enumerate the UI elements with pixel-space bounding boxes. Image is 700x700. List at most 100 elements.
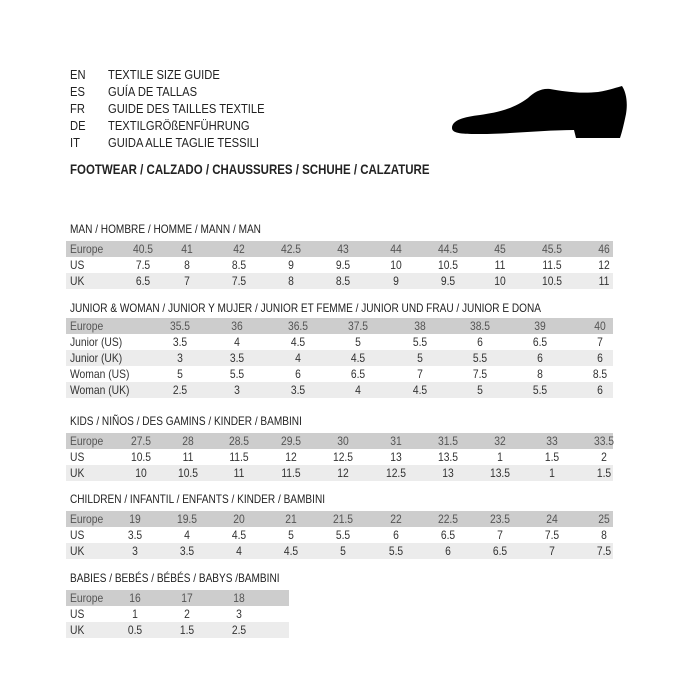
lang-code: ES	[70, 84, 85, 99]
size-cell: 3	[132, 544, 138, 558]
section-title: BABIES / BEBÉS / BÉBÉS / BABYS /BAMBINI	[70, 571, 280, 585]
size-cell: 4.5	[283, 544, 299, 558]
size-cell: 11.5	[281, 466, 301, 480]
size-cell: 2	[601, 450, 607, 464]
row-label: Europe	[70, 512, 104, 526]
row-label: Woman (UK)	[70, 383, 130, 397]
shoe-silhouette-icon	[452, 86, 627, 138]
size-cell: 4	[355, 383, 361, 397]
size-cell: 7	[417, 367, 423, 381]
table-row: Europe 27.5 28 28.5 29.5 30 31 31.5 32 33 33.5	[66, 433, 614, 449]
size-cell: 4.5	[231, 528, 247, 542]
table-row: Europe 16 17 18	[66, 590, 289, 606]
size-cell: 12	[337, 466, 349, 480]
size-cell: 5.5	[335, 528, 351, 542]
row-label: Junior (US)	[70, 335, 123, 349]
size-cell: 17	[181, 591, 193, 605]
size-cell: 13.5	[437, 450, 459, 464]
size-cell: 4	[184, 528, 190, 542]
size-cell: 10.5	[437, 258, 459, 272]
guide-title: GUIDA ALLE TAGLIE TESSILI	[108, 135, 260, 150]
table-row: UK 0.5 1.5 2.5	[66, 622, 289, 638]
table-row: US 7.5 8 8.5 9 9.5 10 10.5 11 11.5 12	[66, 257, 613, 273]
size-cell: 5	[340, 544, 346, 558]
section-title: JUNIOR & WOMAN / JUNIOR Y MUJER / JUNIOR…	[70, 301, 541, 315]
row-label: UK	[70, 274, 85, 288]
size-cell: 3.5	[127, 528, 143, 542]
size-cell: 11.5	[229, 450, 249, 464]
size-cell: 1.5	[179, 623, 195, 637]
size-cell: 7	[497, 528, 503, 542]
size-cell: 1	[549, 466, 555, 480]
size-cell: 2.5	[172, 383, 188, 397]
size-cell: 38.5	[469, 319, 491, 333]
section-title: MAN / HOMBRE / HOMME / MANN / MAN	[70, 222, 261, 236]
size-cell: 30	[337, 434, 349, 448]
lang-code: IT	[70, 135, 80, 150]
size-cell: 9.5	[335, 258, 351, 272]
table-row: Europe 40.5 41 42 42.5 43 44 44.5 45 45.5 46	[66, 241, 613, 257]
table-row: UK 6.5 7 7.5 8 8.5 9 9.5 10 10.5 11	[66, 273, 613, 289]
size-cell: 6.5	[350, 367, 366, 381]
lang-code: FR	[70, 101, 85, 116]
size-cell: 6.5	[532, 335, 548, 349]
size-cell: 25	[598, 512, 610, 526]
size-cell: 10.5	[130, 450, 152, 464]
size-cell: 4	[295, 351, 301, 365]
table-row: UK 3 3.5 4 4.5 5 5.5 6 6.5 7 7.5	[66, 543, 613, 559]
size-cell: 7.5	[596, 544, 612, 558]
size-cell: 6	[445, 544, 451, 558]
size-cell: 38	[414, 319, 426, 333]
size-table: Europe 27.5 28 28.5 29.5 30 31 31.5 32 33 33.5 US 10…	[66, 433, 614, 481]
size-cell: 6	[393, 528, 399, 542]
size-cell: 35.5	[169, 319, 191, 333]
size-cell: 5	[177, 367, 183, 381]
size-cell: 10.5	[541, 274, 563, 288]
table-row: US 10.5 11 11.5 12 12.5 13 13.5 1 1.5 2	[66, 449, 613, 465]
row-label: Woman (US)	[70, 367, 130, 381]
size-cell: 5.5	[472, 351, 488, 365]
table-row: US 3.5 4 4.5 5 5.5 6 6.5 7 7.5 8	[66, 527, 613, 543]
size-cell: 5	[355, 335, 361, 349]
table-row: Junior (UK) 3 3.5 4 4.5 5 5.5 6 6	[66, 350, 613, 366]
size-cell: 44.5	[437, 242, 459, 256]
size-cell: 7.5	[544, 528, 560, 542]
size-cell: 10	[390, 258, 402, 272]
size-cell: 22.5	[437, 512, 459, 526]
size-cell: 28.5	[228, 434, 250, 448]
size-cell: 5	[288, 528, 294, 542]
size-cell: 6.5	[492, 544, 508, 558]
size-cell: 43	[337, 242, 349, 256]
row-label: Europe	[70, 319, 104, 333]
guide-title: GUIDE DES TAILLES TEXTILE	[108, 101, 265, 116]
size-cell: 8.5	[592, 367, 608, 381]
row-label: Europe	[70, 242, 104, 256]
row-label: UK	[70, 466, 85, 480]
size-cell: 10	[494, 274, 506, 288]
size-cell: 9	[288, 258, 294, 272]
table-row: Europe 35.5 36 36.5 37.5 38 38.5 39 40	[66, 318, 613, 334]
size-cell: 6.5	[135, 274, 151, 288]
size-table: Europe 35.5 36 36.5 37.5 38 38.5 39 40 Junior (US…	[66, 318, 613, 398]
size-cell: 3	[177, 351, 183, 365]
size-cell: 11	[494, 258, 506, 272]
size-cell: 6	[537, 351, 543, 365]
section-title: CHILDREN / INFANTIL / ENFANTS / KINDER /…	[70, 492, 326, 506]
row-label: UK	[70, 623, 85, 637]
size-cell: 5.5	[388, 544, 404, 558]
size-cell: 39	[534, 319, 546, 333]
size-cell: 1.5	[596, 466, 612, 480]
size-cell: 4.5	[290, 335, 306, 349]
row-label: UK	[70, 544, 85, 558]
size-cell: 4.5	[412, 383, 428, 397]
size-cell: 19	[129, 512, 141, 526]
size-cell: 10.5	[177, 466, 199, 480]
size-cell: 9.5	[440, 274, 456, 288]
size-cell: 8	[288, 274, 294, 288]
size-cell: 4	[234, 335, 240, 349]
size-cell: 13	[390, 450, 402, 464]
table-row: Europe 19 19.5 20 21 21.5 22 22.5 23.5 24 25	[66, 511, 613, 527]
size-cell: 8.5	[335, 274, 351, 288]
size-cell: 36	[231, 319, 243, 333]
table-row: US 1 2 3	[66, 606, 289, 622]
